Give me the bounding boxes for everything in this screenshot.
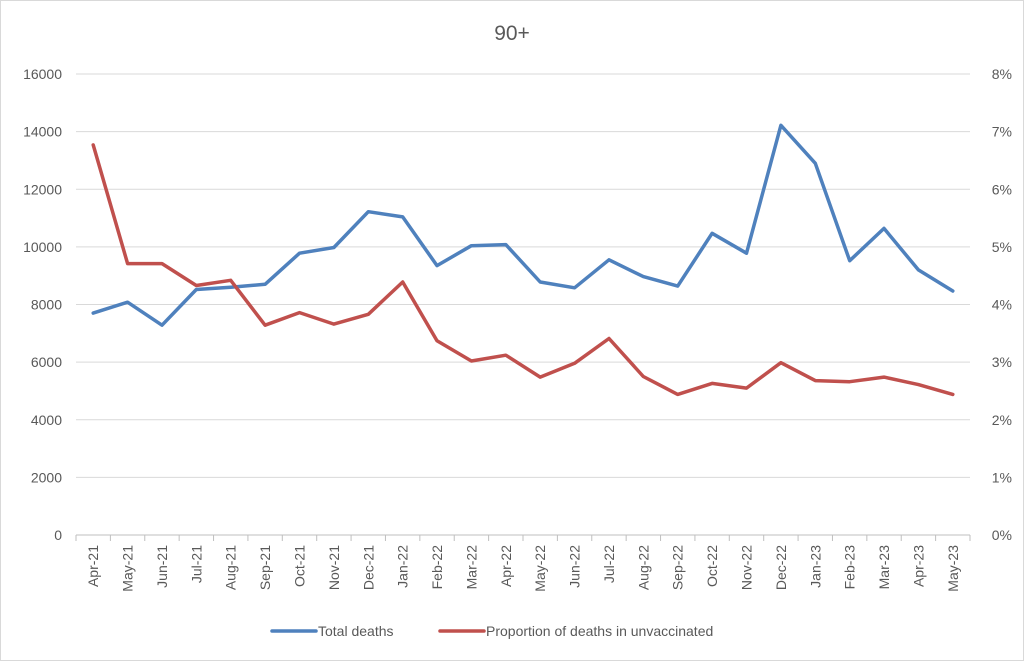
x-tick-label: May-22 <box>532 545 548 592</box>
left-tick-label: 10000 <box>23 239 62 255</box>
left-tick-label: 16000 <box>23 66 62 82</box>
legend-label-1: Total deaths <box>318 623 394 639</box>
x-tick-label: Aug-22 <box>635 545 651 590</box>
right-tick-label: 5% <box>992 239 1012 255</box>
right-tick-label: 1% <box>992 469 1012 485</box>
right-tick-label: 4% <box>992 297 1012 313</box>
left-tick-label: 12000 <box>23 181 62 197</box>
x-tick-label: Jan-23 <box>807 545 823 588</box>
x-tick-label: Mar-22 <box>463 545 479 590</box>
left-tick-label: 4000 <box>31 412 62 428</box>
x-tick-label: Mar-23 <box>876 545 892 590</box>
left-tick-label: 0 <box>54 527 62 543</box>
x-tick-label: Jul-22 <box>601 545 617 583</box>
gridlines <box>76 73 970 536</box>
x-tick-label: Apr-23 <box>910 545 926 587</box>
x-tick-label: Feb-23 <box>842 545 858 590</box>
right-axis-ticks: 0% 1% 2% 3% 4% 5% 6% 7% 8% <box>992 66 1012 543</box>
x-tick-label: Jan-22 <box>395 545 411 588</box>
x-tick-label: Jun-22 <box>567 545 583 588</box>
x-tick-label: Dec-22 <box>773 545 789 590</box>
left-tick-label: 2000 <box>31 469 62 485</box>
series-line-2 <box>91 143 955 397</box>
right-tick-label: 3% <box>992 354 1012 370</box>
x-tick-label: Sep-21 <box>257 545 273 590</box>
right-tick-label: 6% <box>992 181 1012 197</box>
x-tick-label: Apr-21 <box>85 545 101 587</box>
legend-label-2: Proportion of deaths in unvaccinated <box>486 623 713 639</box>
chart-title: 90+ <box>494 22 530 45</box>
x-tick-label: Oct-21 <box>292 545 308 587</box>
x-tick-label: Apr-22 <box>498 545 514 587</box>
x-tick-label: Jun-21 <box>154 545 170 588</box>
left-tick-label: 6000 <box>31 354 62 370</box>
x-tick-label: May-21 <box>120 545 136 592</box>
left-tick-label: 14000 <box>23 124 62 140</box>
x-tick-label: Feb-22 <box>429 545 445 590</box>
left-axis-ticks: 0 2000 4000 6000 8000 10000 12000 14000 16000 <box>23 66 62 543</box>
x-axis: Apr-21 May-21 Jun-21 Jul-21 Aug-21 Sep-21 Oct-… <box>75 535 971 592</box>
x-tick-label: Nov-22 <box>739 545 755 590</box>
series-lines <box>91 123 955 397</box>
right-tick-label: 8% <box>992 66 1012 82</box>
right-tick-label: 2% <box>992 412 1012 428</box>
x-tick-label: Sep-22 <box>670 545 686 590</box>
x-tick-label: Dec-21 <box>360 545 376 590</box>
series-line-1 <box>91 123 955 327</box>
x-tick-label: Aug-21 <box>223 545 239 590</box>
x-tick-label: Jul-21 <box>188 545 204 583</box>
legend: Total deaths Proportion of deaths in unva… <box>270 623 713 639</box>
x-tick-label: Nov-21 <box>326 545 342 590</box>
right-tick-label: 0% <box>992 527 1012 543</box>
x-tick-label: Oct-22 <box>704 545 720 587</box>
x-tick-label: May-23 <box>945 545 961 592</box>
right-tick-label: 7% <box>992 124 1012 140</box>
left-tick-label: 8000 <box>31 297 62 313</box>
